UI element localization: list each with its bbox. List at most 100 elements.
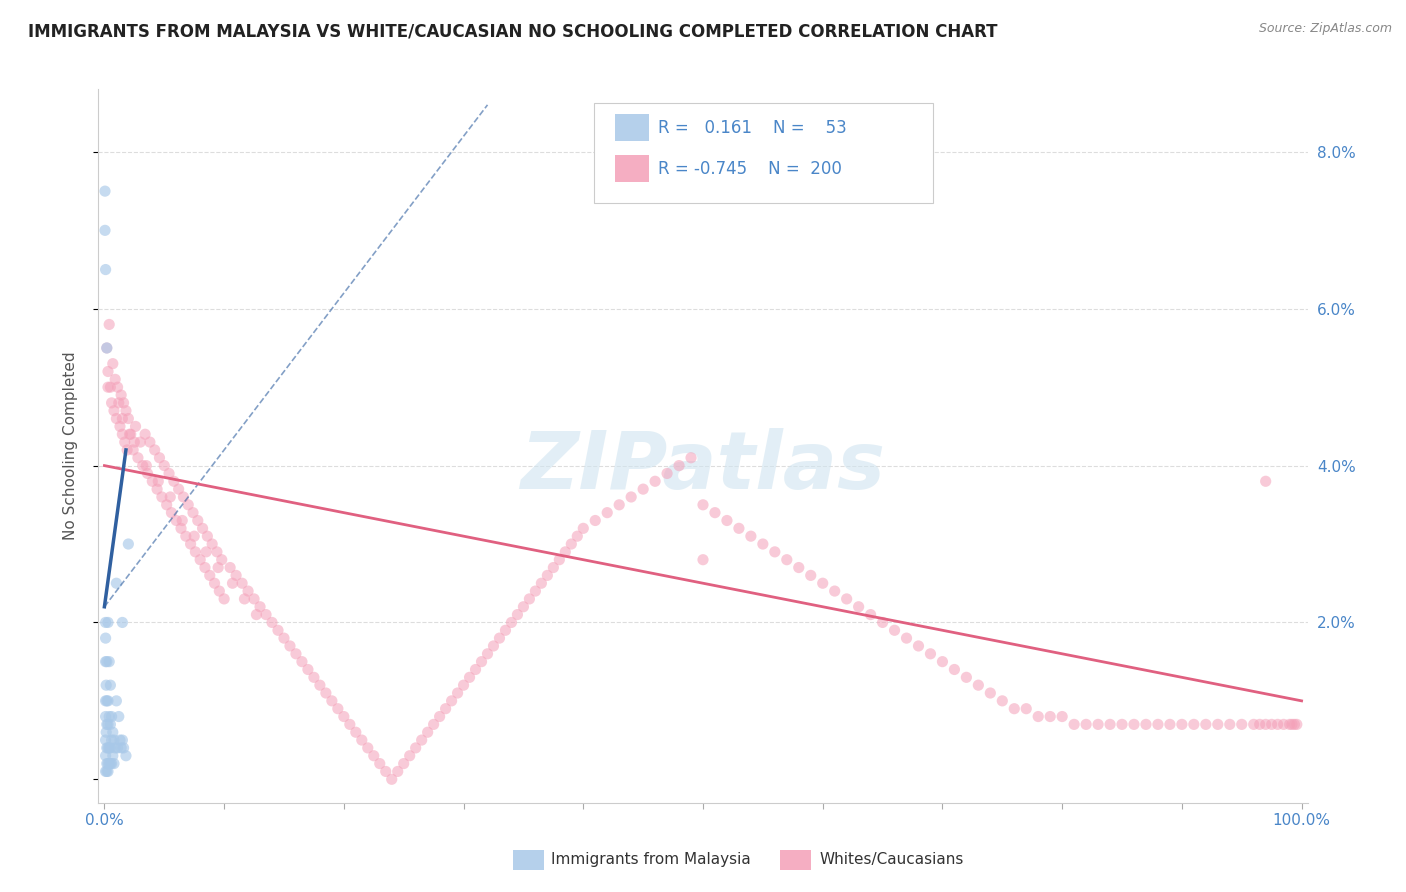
Point <box>1272 717 1295 731</box>
Point <box>1254 475 1277 489</box>
Point <box>127 450 149 465</box>
Point <box>108 419 131 434</box>
Point <box>150 490 173 504</box>
Point <box>101 725 124 739</box>
Point <box>111 733 134 747</box>
Point <box>315 686 337 700</box>
Point <box>920 647 942 661</box>
Point <box>482 639 505 653</box>
Point <box>740 529 762 543</box>
Point <box>225 568 247 582</box>
Point <box>100 756 122 771</box>
Point <box>1074 717 1097 731</box>
Point <box>1278 717 1301 731</box>
Point <box>204 576 226 591</box>
Point <box>97 756 120 771</box>
Y-axis label: No Schooling Completed: No Schooling Completed <box>63 351 77 541</box>
Point <box>872 615 894 630</box>
Point <box>107 740 129 755</box>
Point <box>422 717 444 731</box>
Point <box>212 591 235 606</box>
Point <box>405 740 427 755</box>
Point <box>243 591 266 606</box>
Point <box>221 576 243 591</box>
Point <box>112 740 135 755</box>
Point <box>297 663 319 677</box>
Point <box>907 639 929 653</box>
Point <box>148 450 170 465</box>
Point <box>115 442 138 457</box>
Point <box>96 678 118 692</box>
Point <box>506 607 529 622</box>
Point <box>97 694 120 708</box>
Point <box>174 529 197 543</box>
Point <box>835 591 858 606</box>
Point <box>368 756 391 771</box>
Point <box>1002 702 1025 716</box>
Point <box>392 756 415 771</box>
Point <box>153 458 176 473</box>
Point <box>100 733 122 747</box>
Point <box>339 717 361 731</box>
Text: Immigrants from Malaysia: Immigrants from Malaysia <box>551 853 751 867</box>
FancyBboxPatch shape <box>614 114 648 141</box>
Point <box>260 615 283 630</box>
Point <box>512 599 534 614</box>
Point <box>477 647 499 661</box>
Point <box>96 756 118 771</box>
Point <box>96 694 118 708</box>
Point <box>1206 717 1229 731</box>
Point <box>631 482 654 496</box>
Point <box>567 529 589 543</box>
Point <box>108 733 131 747</box>
Point <box>979 686 1001 700</box>
Point <box>112 396 135 410</box>
Point <box>96 341 118 355</box>
Point <box>195 529 218 543</box>
Point <box>752 537 775 551</box>
Point <box>1182 717 1205 731</box>
Point <box>94 631 117 645</box>
Point <box>543 560 565 574</box>
Point <box>411 733 433 747</box>
Point <box>458 670 481 684</box>
Point <box>146 482 169 496</box>
Point <box>184 545 207 559</box>
Point <box>96 655 118 669</box>
Point <box>111 427 134 442</box>
Point <box>1147 717 1170 731</box>
Point <box>98 709 121 723</box>
Point <box>350 733 373 747</box>
Point <box>530 576 553 591</box>
Point <box>607 498 630 512</box>
Point <box>501 615 523 630</box>
Point <box>692 552 714 566</box>
Point <box>440 694 463 708</box>
Point <box>1267 717 1289 731</box>
Point <box>139 435 162 450</box>
Point <box>188 552 211 566</box>
Point <box>583 514 606 528</box>
Point <box>136 467 159 481</box>
Point <box>1099 717 1122 731</box>
Point <box>233 591 256 606</box>
Point <box>104 740 127 755</box>
Point <box>107 380 129 394</box>
Point <box>572 521 595 535</box>
Point <box>122 442 145 457</box>
Point <box>1195 717 1218 731</box>
Point <box>98 756 121 771</box>
Point <box>291 655 314 669</box>
Point <box>94 655 117 669</box>
Point <box>208 584 231 599</box>
Point <box>115 403 138 417</box>
Point <box>100 740 122 755</box>
Point <box>245 607 267 622</box>
Point <box>94 733 117 747</box>
Point <box>132 458 155 473</box>
FancyBboxPatch shape <box>595 103 932 203</box>
Point <box>464 663 486 677</box>
Point <box>181 506 204 520</box>
Point <box>101 748 124 763</box>
Point <box>644 475 666 489</box>
